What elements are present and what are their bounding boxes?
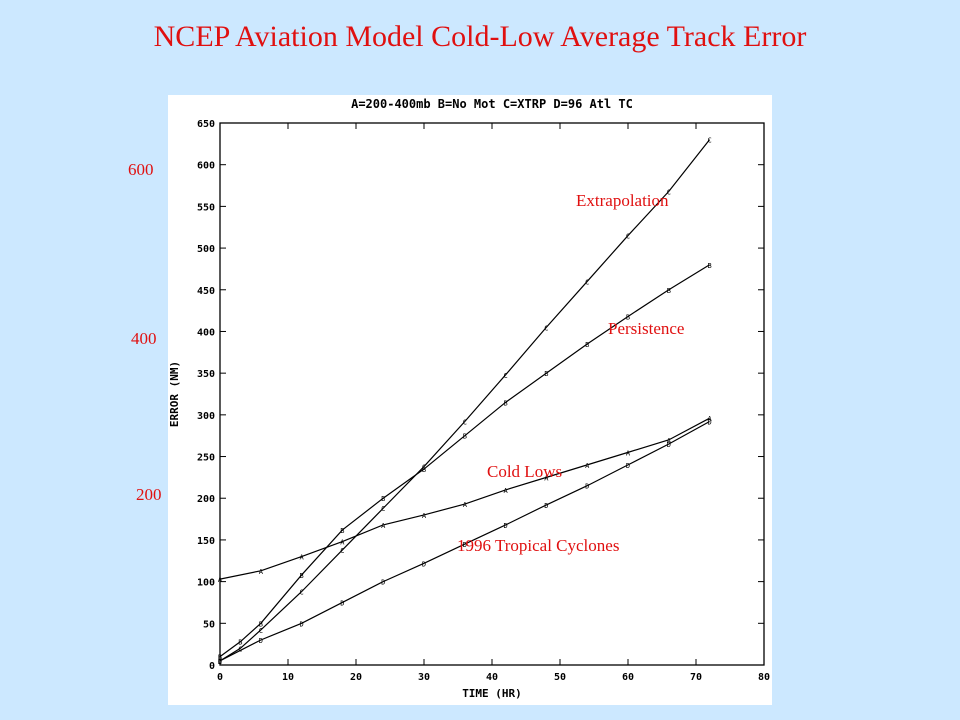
data-point-persistence: B <box>503 399 507 407</box>
data-point-cold-lows: A <box>299 554 304 562</box>
side-tick-200: 200 <box>136 485 162 504</box>
data-point-1996-tropical-cyclones: D <box>340 599 344 607</box>
data-point-1996-tropical-cyclones: D <box>259 637 263 645</box>
data-point-1996-tropical-cyclones: D <box>626 462 630 470</box>
data-point-cold-lows: A <box>503 487 508 495</box>
data-point-cold-lows: A <box>422 512 427 520</box>
y-tick-label: 150 <box>197 536 215 547</box>
y-tick-label: 600 <box>197 161 215 172</box>
data-point-cold-lows: A <box>340 539 345 547</box>
plot-frame <box>219 122 765 666</box>
data-point-persistence: B <box>422 466 426 474</box>
data-point-1996-tropical-cyclones: D <box>585 483 589 491</box>
slide-title: NCEP Aviation Model Cold-Low Average Tra… <box>153 20 807 53</box>
x-tick-label: 0 <box>217 672 223 683</box>
series-label-cold-lows: Cold Lows <box>487 462 563 481</box>
data-point-1996-tropical-cyclones: D <box>422 560 426 568</box>
data-point-persistence: B <box>381 495 385 503</box>
y-tick-label: 400 <box>197 327 215 338</box>
data-point-persistence: B <box>340 527 344 535</box>
x-tick-label: 80 <box>758 672 770 683</box>
data-point-persistence: B <box>259 620 263 628</box>
data-point-1996-tropical-cyclones: D <box>667 441 671 449</box>
y-tick-label: 650 <box>197 119 215 130</box>
series-label-extrapolation: Extrapolation <box>576 191 669 210</box>
y-tick-label: 100 <box>197 578 215 589</box>
data-point-extrapolation: C <box>238 645 242 653</box>
data-point-persistence: B <box>707 262 711 270</box>
data-point-1996-tropical-cyclones: D <box>463 541 467 549</box>
data-point-cold-lows: A <box>381 522 386 530</box>
data-point-persistence: B <box>626 313 630 321</box>
data-point-cold-lows: A <box>585 462 590 470</box>
x-tick-label: 30 <box>418 672 430 683</box>
series-line-extrapolation <box>219 139 711 662</box>
series-line-cold-lows <box>219 417 710 580</box>
x-tick-label: 10 <box>282 672 294 683</box>
y-tick-label: 0 <box>209 661 215 672</box>
data-point-extrapolation: C <box>585 278 589 286</box>
x-tick-label: 40 <box>486 672 498 683</box>
data-point-persistence: B <box>667 287 671 295</box>
data-point-persistence: B <box>218 654 222 662</box>
y-tick-label: 300 <box>197 411 215 422</box>
x-tick-label: 20 <box>350 672 362 683</box>
y-tick-label: 550 <box>197 202 215 213</box>
y-tick-label: 350 <box>197 369 215 380</box>
data-point-extrapolation: C <box>707 137 711 145</box>
data-point-cold-lows: A <box>259 568 264 576</box>
data-point-cold-lows: A <box>463 501 468 509</box>
y-tick-label: 200 <box>197 494 215 505</box>
chart-panel: A=200-400mb B=No Mot C=XTRP D=96 Atl TC 0… <box>168 95 772 705</box>
data-point-1996-tropical-cyclones: D <box>381 579 385 587</box>
y-tick-label: 500 <box>197 244 215 255</box>
series-line-persistence <box>219 264 710 658</box>
data-point-extrapolation: C <box>340 547 344 555</box>
side-tick-600: 600 <box>128 160 154 179</box>
y-tick-label: 450 <box>197 286 215 297</box>
data-point-extrapolation: C <box>667 188 671 196</box>
x-tick-label: 70 <box>690 672 702 683</box>
x-axis-label: TIME (HR) <box>462 687 522 700</box>
x-tick-label: 50 <box>554 672 566 683</box>
chart-title: A=200-400mb B=No Mot C=XTRP D=96 Atl TC <box>351 97 633 111</box>
data-point-1996-tropical-cyclones: D <box>544 502 548 510</box>
data-point-extrapolation: C <box>218 658 222 666</box>
data-point-extrapolation: C <box>503 372 507 380</box>
x-tick-label: 60 <box>622 672 634 683</box>
data-point-cold-lows: A <box>626 449 631 457</box>
data-point-extrapolation: C <box>463 419 467 427</box>
data-point-cold-lows: A <box>544 474 549 482</box>
side-tick-400: 400 <box>131 329 157 348</box>
data-point-persistence: B <box>544 370 548 378</box>
data-point-extrapolation: C <box>299 589 303 597</box>
data-point-persistence: B <box>238 639 242 647</box>
track-error-chart: A=200-400mb B=No Mot C=XTRP D=96 Atl TC 0… <box>168 97 770 700</box>
data-point-extrapolation: C <box>381 505 385 513</box>
series-label-1996-tropical-cyclones: 1996 Tropical Cyclones <box>457 536 620 555</box>
data-point-persistence: B <box>463 433 467 441</box>
data-point-1996-tropical-cyclones: D <box>503 522 507 530</box>
data-point-extrapolation: C <box>626 233 630 241</box>
data-point-extrapolation: C <box>422 464 426 472</box>
series-label-persistence: Persistence <box>608 319 685 338</box>
y-tick-label: 250 <box>197 453 215 464</box>
data-point-cold-lows: A <box>667 437 672 445</box>
data-point-extrapolation: C <box>259 627 263 635</box>
data-point-cold-lows: A <box>707 415 712 423</box>
data-point-1996-tropical-cyclones: D <box>218 658 222 666</box>
y-tick-label: 50 <box>203 619 215 630</box>
data-point-persistence: B <box>585 341 589 349</box>
data-point-1996-tropical-cyclones: D <box>299 620 303 628</box>
data-point-extrapolation: C <box>544 324 548 332</box>
data-point-persistence: B <box>299 572 303 580</box>
data-point-cold-lows: A <box>218 576 223 584</box>
y-axis-label: ERROR (NM) <box>168 361 181 427</box>
series-line-1996-tropical-cyclones <box>219 420 710 662</box>
data-point-1996-tropical-cyclones: D <box>707 419 711 427</box>
